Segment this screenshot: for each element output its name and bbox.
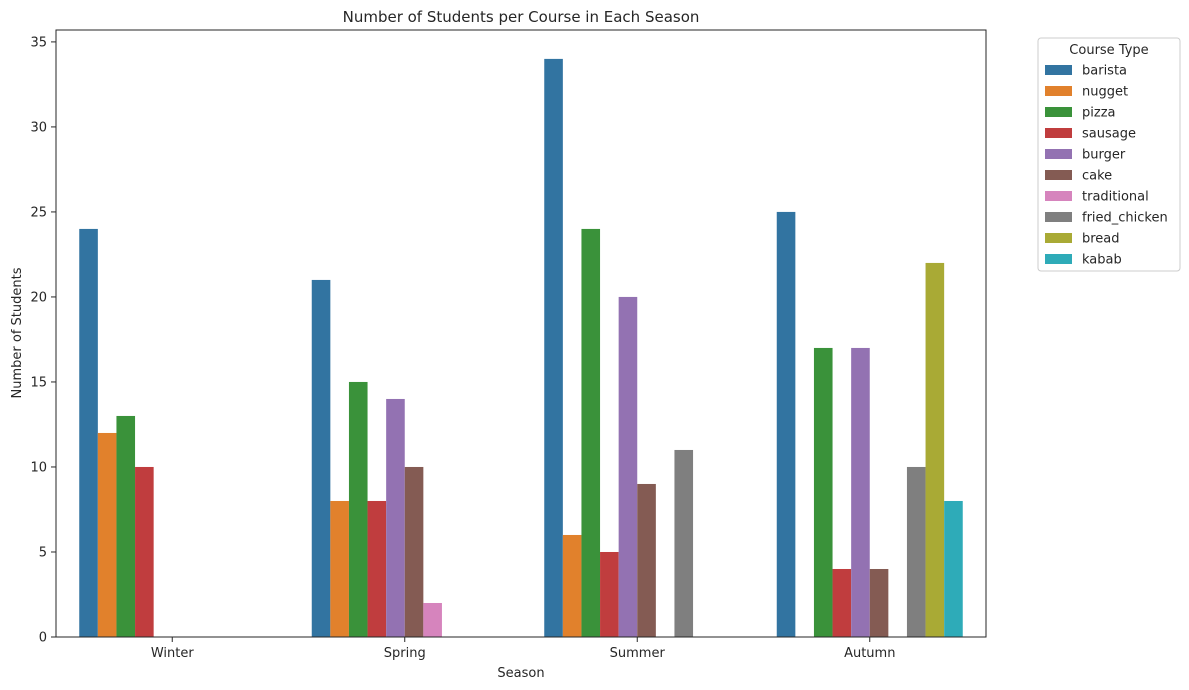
legend: Course Type barista nugget pizza sausage bur… xyxy=(1037,37,1181,272)
legend-label-pizza: pizza xyxy=(1082,106,1115,121)
bar-pizza-spring xyxy=(348,381,368,637)
bar-barista-autumn xyxy=(776,211,796,637)
bar-barista-summer xyxy=(544,58,563,637)
legend-swatch-traditional xyxy=(1045,191,1072,201)
bar-fried_chicken-autumn xyxy=(906,466,926,637)
bar-cake-spring xyxy=(404,466,424,637)
bar-sausage-winter xyxy=(135,466,154,637)
bar-sausage-spring xyxy=(367,500,387,637)
legend-swatch-kabab xyxy=(1045,254,1072,264)
bar-nugget-winter xyxy=(97,432,117,637)
legend-frame xyxy=(1037,37,1181,272)
legend-swatch-barista xyxy=(1045,65,1072,75)
bar-burger-summer xyxy=(618,296,638,637)
legend-label-barista: barista xyxy=(1082,64,1127,79)
bar-nugget-spring xyxy=(330,500,349,637)
bar-cake-summer xyxy=(637,483,656,637)
y-tick-label: 0 xyxy=(39,631,47,646)
legend-label-traditional: traditional xyxy=(1082,190,1149,205)
legend-title: Course Type xyxy=(1069,43,1148,58)
legend-swatch-bread xyxy=(1045,233,1072,243)
legend-swatch-fried_chicken xyxy=(1045,212,1072,222)
bar-traditional-spring xyxy=(423,602,442,637)
plot-area xyxy=(79,58,963,637)
legend-swatch-burger xyxy=(1045,149,1072,159)
bar-barista-spring xyxy=(311,279,331,637)
y-tick-label: 35 xyxy=(30,35,47,50)
bar-barista-winter xyxy=(79,228,98,637)
x-tick-label: Summer xyxy=(610,646,666,661)
x-tick-label: Spring xyxy=(384,646,426,661)
bar-pizza-summer xyxy=(581,228,601,637)
legend-swatch-nugget xyxy=(1045,86,1072,96)
legend-swatch-sausage xyxy=(1045,128,1072,138)
legend-label-bread: bread xyxy=(1082,232,1120,247)
legend-swatch-cake xyxy=(1045,170,1072,180)
x-axis-title: Season xyxy=(497,666,544,681)
bar-pizza-autumn xyxy=(813,347,833,637)
bar-cake-autumn xyxy=(869,568,889,637)
bar-pizza-winter xyxy=(116,415,136,637)
legend-swatch-pizza xyxy=(1045,107,1072,117)
bar-burger-spring xyxy=(386,398,405,637)
bar-kabab-autumn xyxy=(944,500,963,637)
y-tick-label: 15 xyxy=(30,375,47,390)
y-tick-label: 20 xyxy=(30,290,47,305)
legend-label-burger: burger xyxy=(1082,148,1126,163)
y-tick-label: 5 xyxy=(39,545,47,560)
legend-label-nugget: nugget xyxy=(1082,85,1128,100)
legend-label-sausage: sausage xyxy=(1082,127,1136,142)
x-tick-label: Autumn xyxy=(844,646,895,661)
legend-label-fried_chicken: fried_chicken xyxy=(1082,211,1168,226)
plot-frame xyxy=(55,29,987,638)
y-tick-label: 10 xyxy=(30,460,47,475)
legend-label-kabab: kabab xyxy=(1082,253,1122,268)
y-axis-title: Number of Students xyxy=(10,267,25,398)
bar-sausage-summer xyxy=(600,551,619,637)
chart-title: Number of Students per Course in Each Se… xyxy=(343,8,700,26)
bar-bread-autumn xyxy=(925,262,945,637)
bar-sausage-autumn xyxy=(832,568,852,637)
y-tick-label: 30 xyxy=(30,120,47,135)
legend-label-cake: cake xyxy=(1082,169,1112,184)
bar-nugget-summer xyxy=(562,534,582,637)
bar-burger-autumn xyxy=(851,347,870,637)
y-tick-label: 25 xyxy=(30,205,47,220)
x-tick-label: Winter xyxy=(151,646,195,661)
bar-fried_chicken-summer xyxy=(674,449,694,637)
